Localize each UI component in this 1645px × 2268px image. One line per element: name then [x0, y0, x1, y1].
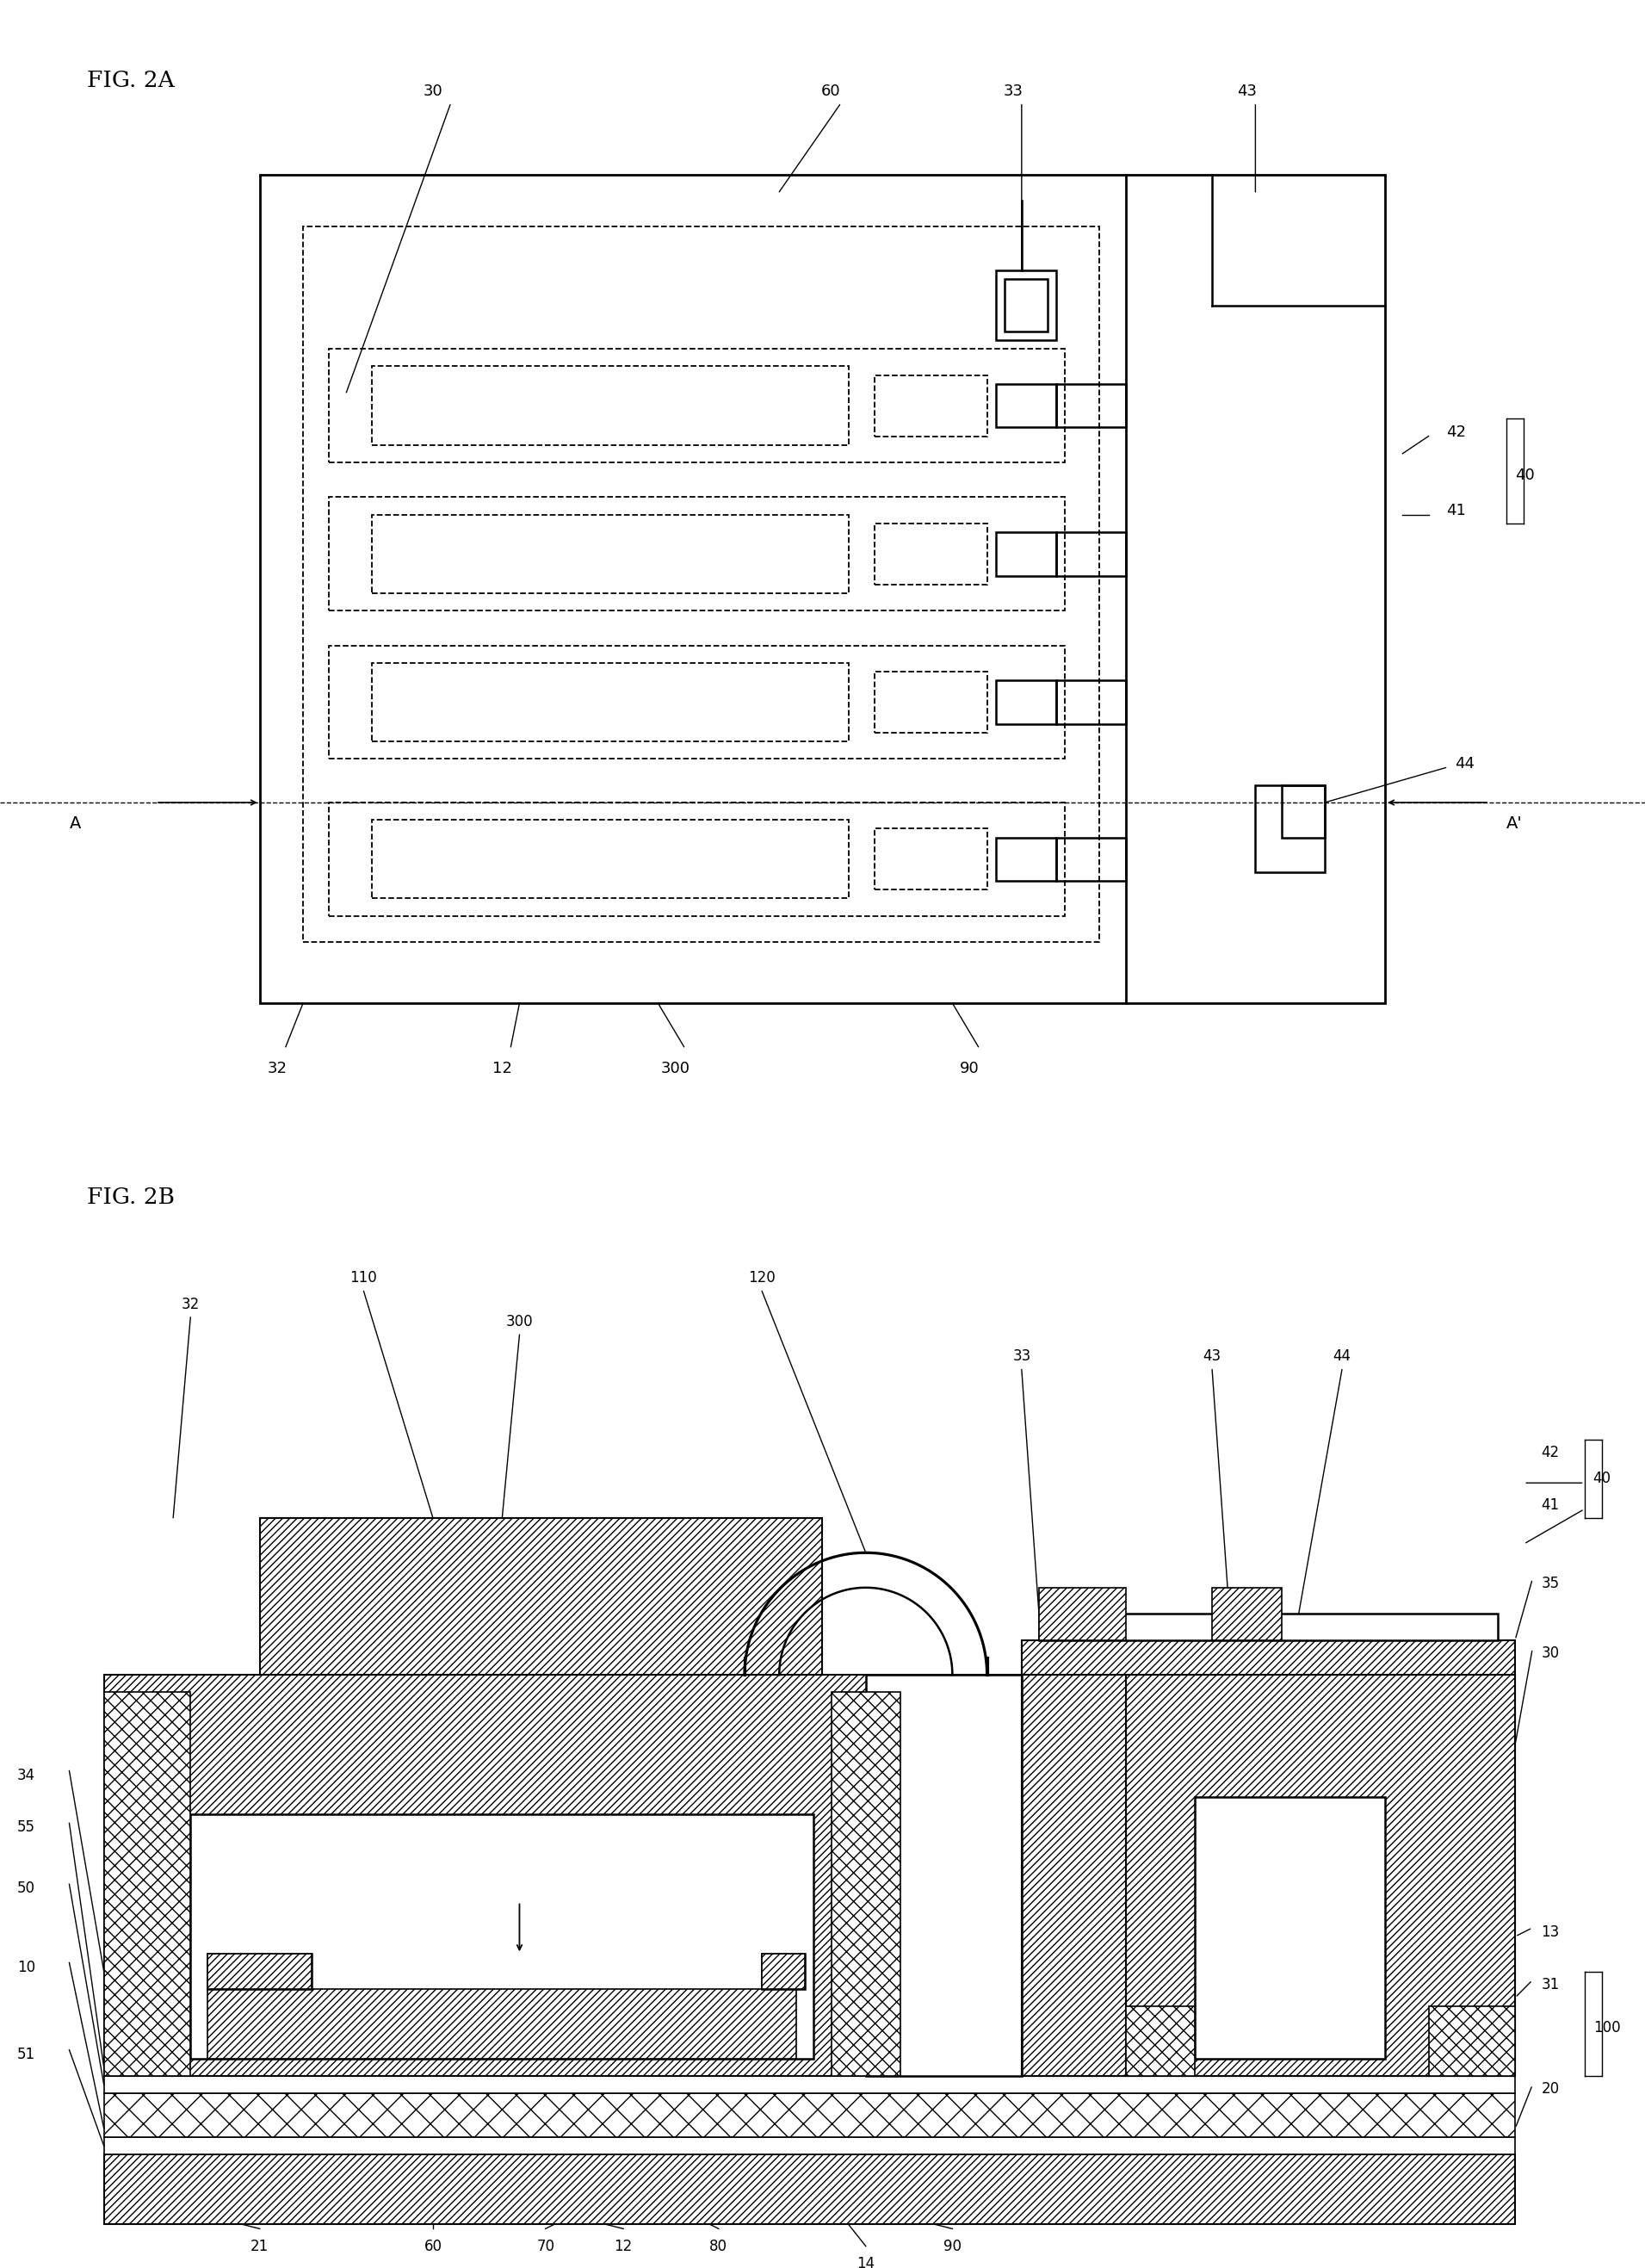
Text: 40: 40	[1592, 1472, 1610, 1486]
Text: 13: 13	[1541, 1926, 1559, 1939]
Text: 33: 33	[1012, 1349, 1031, 1365]
Bar	[372, 515, 849, 594]
Bar	[207, 1989, 796, 2059]
Bar	[104, 2136, 1515, 2155]
Text: 30: 30	[423, 84, 443, 100]
Text: 32: 32	[266, 1061, 286, 1077]
Text: 44: 44	[1454, 755, 1474, 771]
Bar	[329, 497, 1064, 610]
Bar	[1022, 1640, 1515, 1674]
Bar	[329, 349, 1064, 463]
Bar	[1255, 785, 1324, 873]
Bar	[1056, 680, 1125, 723]
Bar	[1040, 1588, 1125, 1640]
Bar	[1125, 1674, 1515, 2075]
Text: 40: 40	[1515, 467, 1535, 483]
Text: 20: 20	[1541, 2082, 1559, 2098]
Text: 60: 60	[821, 84, 841, 100]
Bar	[995, 383, 1056, 426]
Bar	[865, 1674, 1022, 2075]
Bar	[995, 837, 1056, 880]
Text: 35: 35	[1541, 1576, 1559, 1592]
Bar	[1281, 785, 1324, 837]
Text: 60: 60	[424, 2239, 443, 2254]
Text: 80: 80	[709, 2239, 727, 2254]
Text: 41: 41	[1541, 1497, 1559, 1513]
Bar	[1022, 1674, 1125, 2075]
Bar	[1056, 837, 1125, 880]
Bar	[1428, 2007, 1515, 2075]
Bar	[865, 1674, 1022, 2075]
Bar	[260, 1517, 822, 1674]
Bar	[1125, 2007, 1194, 2075]
Text: 51: 51	[18, 2046, 36, 2062]
Bar	[104, 2155, 1515, 2225]
Text: 32: 32	[181, 1297, 199, 1311]
Bar	[372, 821, 849, 898]
Text: 21: 21	[250, 2239, 268, 2254]
Text: 90: 90	[961, 1061, 979, 1077]
Bar	[831, 1692, 900, 2075]
Bar	[104, 1692, 191, 2075]
Bar	[762, 1955, 804, 1989]
Text: 300: 300	[661, 1061, 689, 1077]
Text: 12: 12	[492, 1061, 512, 1077]
Bar	[207, 1955, 311, 1989]
Bar	[329, 803, 1064, 916]
Bar	[303, 227, 1099, 941]
Bar	[875, 374, 987, 435]
Bar	[1194, 1796, 1385, 2059]
Bar	[995, 270, 1056, 340]
Text: 43: 43	[1202, 1349, 1221, 1365]
Text: 110: 110	[350, 1270, 377, 1286]
Text: A: A	[69, 816, 81, 832]
Bar	[1212, 1588, 1281, 1640]
Text: 44: 44	[1332, 1349, 1351, 1365]
Text: 70: 70	[536, 2239, 554, 2254]
Bar	[1194, 1796, 1385, 2059]
Text: 41: 41	[1446, 503, 1466, 517]
Text: A': A'	[1507, 816, 1523, 832]
Bar	[875, 671, 987, 733]
Text: 42: 42	[1446, 424, 1466, 440]
Bar	[329, 646, 1064, 760]
Text: 100: 100	[1592, 2021, 1620, 2037]
Text: 50: 50	[18, 1880, 36, 1896]
Bar	[1040, 1615, 1499, 1640]
Text: 34: 34	[18, 1767, 36, 1783]
Bar	[762, 1955, 804, 1989]
Bar	[875, 524, 987, 585]
Text: FIG. 2B: FIG. 2B	[87, 1186, 174, 1209]
Bar	[191, 1814, 814, 2059]
Text: 55: 55	[18, 1819, 36, 1835]
Text: 120: 120	[748, 1270, 775, 1286]
Text: 43: 43	[1237, 84, 1257, 100]
Bar	[260, 175, 1385, 1002]
Bar	[1056, 383, 1125, 426]
Text: 42: 42	[1541, 1445, 1559, 1461]
Text: 90: 90	[943, 2239, 961, 2254]
Bar	[995, 533, 1056, 576]
Bar	[191, 1814, 814, 2059]
Bar	[104, 2075, 1515, 2093]
Bar	[372, 662, 849, 742]
Bar	[104, 1674, 1515, 2075]
Text: FIG. 2A: FIG. 2A	[87, 70, 174, 91]
Text: 30: 30	[1541, 1644, 1559, 1660]
Bar	[995, 680, 1056, 723]
Bar	[1056, 533, 1125, 576]
Text: 33: 33	[1003, 84, 1023, 100]
Bar	[104, 2093, 1515, 2136]
Bar	[1005, 279, 1048, 331]
Text: 12: 12	[614, 2239, 633, 2254]
Text: 31: 31	[1541, 1978, 1559, 1991]
Bar	[875, 828, 987, 889]
Bar	[207, 1955, 311, 1989]
Bar	[372, 367, 849, 445]
Text: 300: 300	[507, 1313, 533, 1329]
Text: 10: 10	[18, 1960, 36, 1975]
Text: 14: 14	[857, 2257, 875, 2268]
